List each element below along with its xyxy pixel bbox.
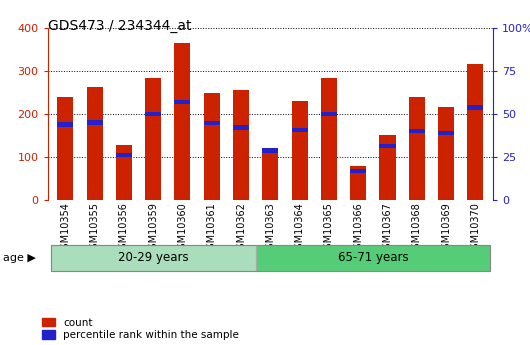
- Bar: [292, 128, 307, 132]
- Text: GSM10367: GSM10367: [383, 202, 392, 255]
- Bar: [262, 148, 278, 152]
- Text: GSM10365: GSM10365: [324, 202, 334, 255]
- Bar: [438, 131, 454, 136]
- Bar: [379, 136, 395, 200]
- Text: GSM10366: GSM10366: [353, 202, 363, 255]
- Bar: [51, 245, 255, 271]
- Text: 20-29 years: 20-29 years: [118, 252, 189, 264]
- Legend: count, percentile rank within the sample: count, percentile rank within the sample: [42, 318, 239, 340]
- Bar: [467, 105, 483, 110]
- Text: GDS473 / 234344_at: GDS473 / 234344_at: [48, 19, 191, 33]
- Text: GSM10370: GSM10370: [470, 202, 480, 255]
- Text: 65-71 years: 65-71 years: [338, 252, 408, 264]
- Bar: [350, 169, 366, 173]
- Bar: [255, 245, 490, 271]
- Text: GSM10369: GSM10369: [441, 202, 451, 255]
- Bar: [321, 78, 337, 200]
- Bar: [86, 120, 103, 125]
- Text: GSM10363: GSM10363: [266, 202, 275, 255]
- Bar: [409, 129, 425, 133]
- Bar: [204, 121, 220, 126]
- Bar: [174, 100, 190, 104]
- Bar: [233, 126, 249, 130]
- Text: age ▶: age ▶: [3, 253, 36, 263]
- Text: GSM10360: GSM10360: [178, 202, 188, 255]
- Bar: [57, 97, 73, 200]
- Text: GSM10355: GSM10355: [90, 202, 100, 255]
- Text: GSM10359: GSM10359: [148, 202, 158, 255]
- Bar: [233, 90, 249, 200]
- Bar: [116, 152, 132, 157]
- Bar: [145, 112, 161, 116]
- Text: GSM10361: GSM10361: [207, 202, 217, 255]
- Bar: [86, 87, 103, 200]
- Bar: [262, 150, 278, 200]
- Bar: [116, 145, 132, 200]
- Text: GSM10356: GSM10356: [119, 202, 129, 255]
- Bar: [409, 98, 425, 200]
- Bar: [292, 101, 307, 200]
- Text: GSM10364: GSM10364: [295, 202, 305, 255]
- Bar: [145, 78, 161, 200]
- Bar: [57, 122, 73, 127]
- Text: GSM10368: GSM10368: [412, 202, 422, 255]
- Text: GSM10362: GSM10362: [236, 202, 246, 255]
- Bar: [350, 166, 366, 200]
- Bar: [321, 112, 337, 116]
- Text: GSM10354: GSM10354: [60, 202, 70, 255]
- Bar: [379, 144, 395, 148]
- Bar: [174, 43, 190, 200]
- Bar: [438, 107, 454, 200]
- Bar: [204, 93, 220, 200]
- Bar: [467, 64, 483, 200]
